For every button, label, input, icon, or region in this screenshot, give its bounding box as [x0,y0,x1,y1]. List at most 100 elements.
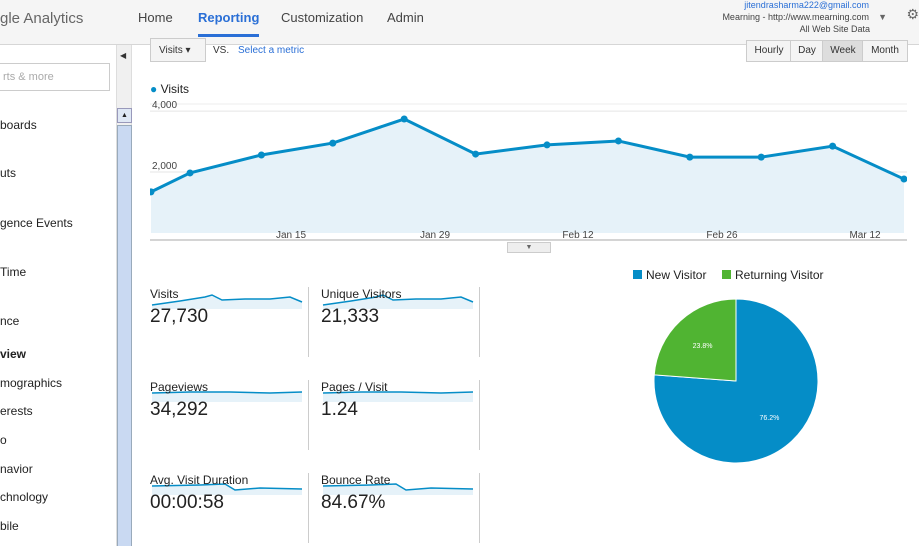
line-point[interactable] [543,141,551,149]
nav-item[interactable]: Home [138,10,173,25]
sparkline [151,391,303,402]
sparkline-line [151,483,303,491]
sparkline-area [323,295,473,309]
account-property[interactable]: Mearning - http://www.mearning.com [722,12,869,22]
sidebar-item[interactable]: view [0,347,27,361]
line-point[interactable] [186,169,194,177]
sidebar-item[interactable]: bile [0,519,19,533]
line-point[interactable] [686,153,694,161]
line-point[interactable] [614,137,622,145]
pie-slice[interactable] [653,298,819,464]
account-email[interactable]: jitendrasharma222@gmail.com [744,0,869,10]
granularity-button[interactable]: Week [822,40,864,62]
metric-label: Avg. Visit Duration [150,473,249,487]
metric-label: Pageviews [150,380,209,394]
line-point[interactable] [757,153,765,161]
scroll-up[interactable]: ▲ [117,108,132,123]
logo: gle Analytics [0,10,84,27]
sparkline [322,483,474,495]
search-placeholder: rts & more [3,71,54,83]
line-area [151,119,904,233]
metric-cell[interactable]: Bounce Rate 84.67% [321,473,480,543]
pie-label: 23.8% [693,343,713,350]
sidebar-item[interactable]: nce [0,314,20,328]
sparkline-line [322,391,474,394]
legend-entry[interactable]: New Visitor [633,268,706,282]
select-metric[interactable]: Select a metric [238,45,305,56]
collapse-arrow[interactable]: ◀ [120,51,127,60]
metric-cell[interactable]: Visits 27,730 [150,287,309,357]
metric-cell[interactable]: Pages / Visit 1.24 [321,380,480,450]
sidebar-item[interactable]: o [0,433,7,447]
metric-cell[interactable]: Pageviews 34,292 [150,380,309,450]
legend-label: Visits [160,82,190,96]
x-tick-label: Mar 12 [849,230,881,241]
sparkline-area [152,295,302,309]
line-point[interactable] [900,175,908,183]
granularity-button[interactable]: Month [862,40,908,62]
scroll-thumb[interactable] [117,125,132,546]
metric-value: 21,333 [321,306,380,327]
metric-label: Bounce Rate [321,473,391,487]
metric-label: Unique Visitors [321,287,402,301]
line-point[interactable] [329,139,337,147]
metric-cell[interactable]: Unique Visitors 21,333 [321,287,480,357]
sparkline [151,294,303,309]
legend-label: Returning Visitor [735,268,824,282]
x-tick-label: Jan 29 [420,230,450,241]
account-profile[interactable]: All Web Site Data [799,24,870,34]
nav-item[interactable]: Reporting [198,10,260,37]
line-point[interactable] [472,150,480,158]
sparkline-line [151,294,303,306]
y-tick-label: 2,000 [152,161,177,172]
sidebar-item[interactable]: chnology [0,490,49,504]
granularity-button[interactable]: Hourly [746,40,792,62]
pie-chart: 76.2% 23.8% [653,298,819,464]
metric-cell[interactable]: Avg. Visit Duration 00:00:58 [150,473,309,543]
granularity-button[interactable]: Day [790,40,824,62]
chart-legend: ● Visits [150,82,190,96]
pie-slice[interactable] [653,298,737,382]
sparkline [322,391,474,402]
sidebar-item[interactable]: Time [0,265,27,279]
metric-label: Visits [150,287,179,301]
sidebar-item[interactable]: navior [0,462,33,476]
nav-item[interactable]: Admin [387,10,424,25]
line [150,117,905,194]
pie-label: 76.2% [760,415,780,422]
sidebar-item[interactable]: boards [0,118,37,132]
sparkline [151,483,303,495]
line-point[interactable] [257,151,265,159]
search-box[interactable]: rts & more [0,63,110,91]
chart-resize-handle[interactable]: ▼ [507,242,551,253]
account-dropdown[interactable]: ▼ [878,12,887,22]
sparkline [322,294,474,309]
metric-value: 27,730 [150,306,209,327]
x-tick-label: Jan 15 [276,230,306,241]
metric-dropdown[interactable]: Visits ▾ [150,38,206,62]
x-tick-label: Feb 26 [706,230,738,241]
settings-icon[interactable]: ⚙ [906,6,919,22]
legend-swatch [722,270,731,279]
sparkline-line [322,483,474,491]
sparkline-line [322,294,474,306]
line-point[interactable] [829,142,837,150]
sparkline-line [151,391,303,394]
metric-label: Pages / Visit [321,380,388,394]
metric-name: Visits [159,45,183,56]
header: gle Analytics jitendrasharma222@gmail.co… [0,0,919,45]
line-point[interactable] [400,115,408,123]
sidebar-item[interactable]: erests [0,404,33,418]
nav-item[interactable]: Customization [281,10,364,25]
line-point[interactable] [150,188,155,196]
vs-label: VS. [213,45,230,56]
sidebar-item[interactable]: gence Events [0,216,73,230]
metric-value: 84.67% [321,492,386,513]
metric-value: 34,292 [150,399,209,420]
sparkline-area [152,392,302,402]
metric-value: 00:00:58 [150,492,224,513]
sidebar-item[interactable]: uts [0,166,17,180]
legend-entry[interactable]: Returning Visitor [722,268,824,282]
sidebar-item[interactable]: mographics [0,376,63,390]
